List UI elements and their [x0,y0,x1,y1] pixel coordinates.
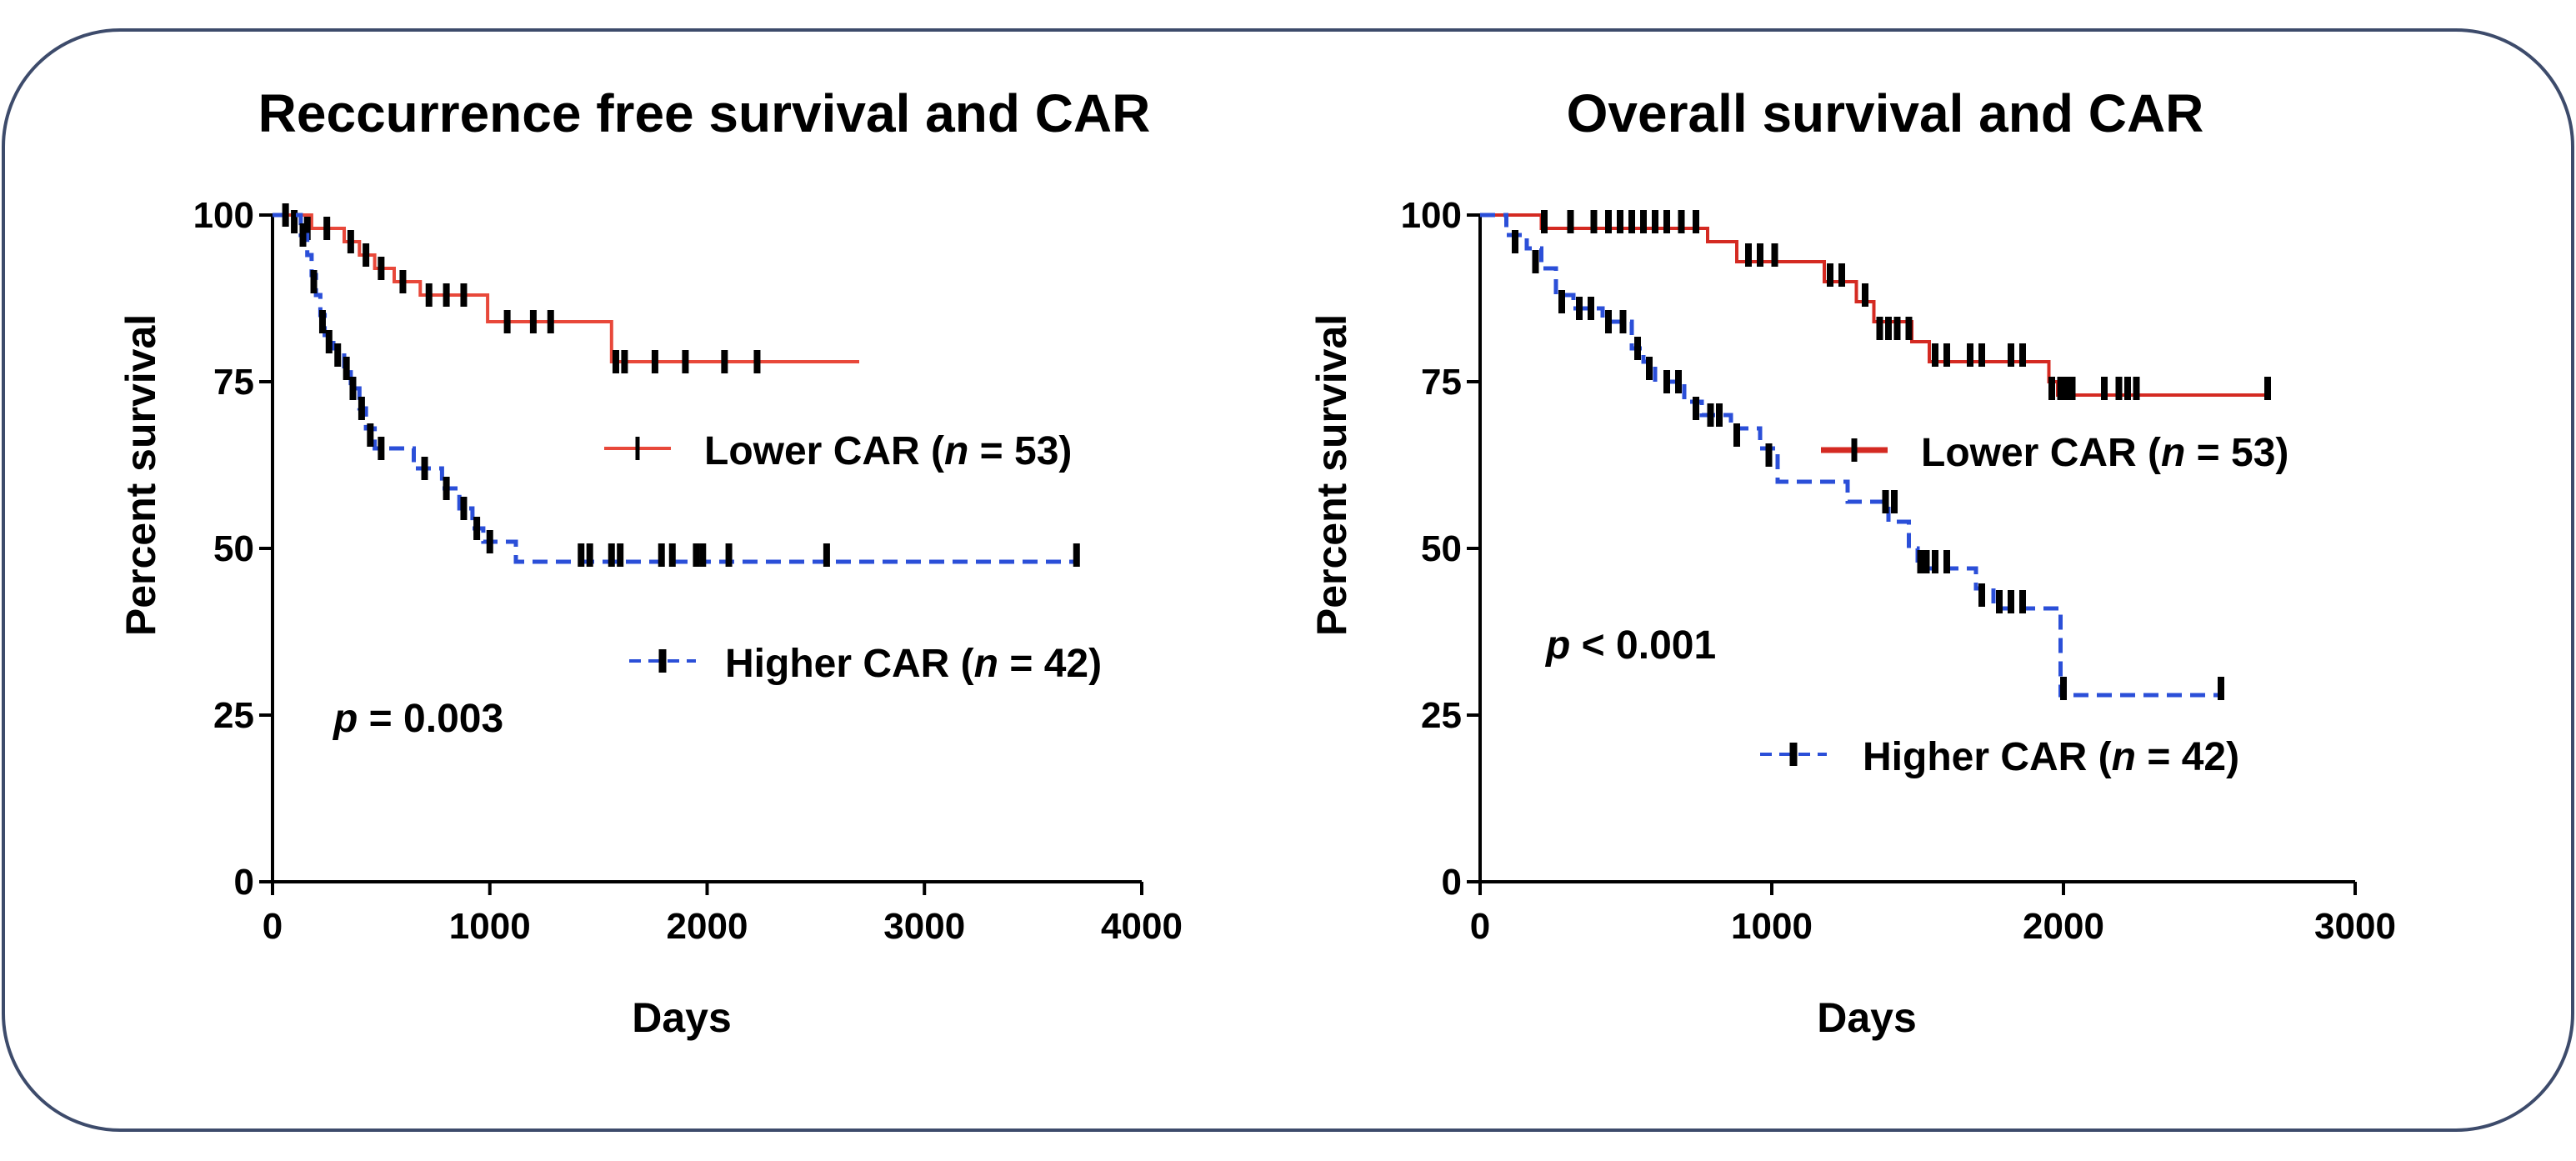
legend: Lower CAR (n = 53) Higher CAR (n = 42) [604,429,1102,686]
legend-label-lower-car: Lower CAR (n = 53) [704,429,1072,473]
y-tick-label: 25 [213,695,254,736]
recurrence-free-survival-chart: Reccurrence free survival and CAR Percen… [118,83,1183,1041]
legend-label-lower-car: Lower CAR (n = 53) [1921,431,2288,475]
y-axis-label: Percent survival [1308,314,1355,636]
y-tick-label: 25 [1421,695,1462,736]
x-tick-label: 3000 [2314,906,2396,947]
y-axis-label: Percent survival [118,314,164,636]
series-layer [1480,210,2271,700]
legend-label-higher-car: Higher CAR (n = 42) [725,642,1102,686]
x-tick-label: 0 [1470,906,1490,947]
x-tick-label: 2000 [2023,906,2104,947]
p-value-annotation: p = 0.003 [332,697,503,741]
y-tick-label: 0 [1442,862,1462,903]
y-tick-label: 75 [213,362,254,403]
y-tick-label: 100 [193,195,254,236]
legend-item-lower-car: Lower CAR (n = 53) [604,429,1072,473]
legend: Lower CAR (n = 53) Higher CAR (n = 42) [1760,431,2288,779]
x-axis-label: Days [1817,994,1917,1041]
y-tick-label: 50 [213,528,254,569]
y-tick-label: 0 [234,862,254,903]
x-tick-label: 2000 [667,906,748,947]
legend-item-lower-car: Lower CAR (n = 53) [1821,431,2288,475]
y-tick-label: 75 [1421,362,1462,403]
chart-title: Overall survival and CAR [1567,83,2204,143]
series-layer [273,203,1080,567]
chart-title: Reccurrence free survival and CAR [258,83,1151,143]
y-tick-label: 50 [1421,528,1462,569]
legend-label-higher-car: Higher CAR (n = 42) [1863,735,2239,779]
x-tick-label: 4000 [1101,906,1183,947]
x-tick-label: 3000 [883,906,965,947]
legend-item-higher-car: Higher CAR (n = 42) [629,642,1102,686]
x-tick-label: 0 [263,906,283,947]
x-axis-label: Days [632,994,732,1041]
overall-survival-chart: Overall survival and CAR Percent surviva… [1308,83,2396,1041]
x-tick-label: 1000 [449,906,531,947]
x-tick-label: 1000 [1731,906,1813,947]
p-value-annotation: p < 0.001 [1544,623,1716,668]
figure-frame [2,28,2574,1132]
legend-item-higher-car: Higher CAR (n = 42) [1760,735,2239,779]
y-tick-label: 100 [1401,195,1462,236]
